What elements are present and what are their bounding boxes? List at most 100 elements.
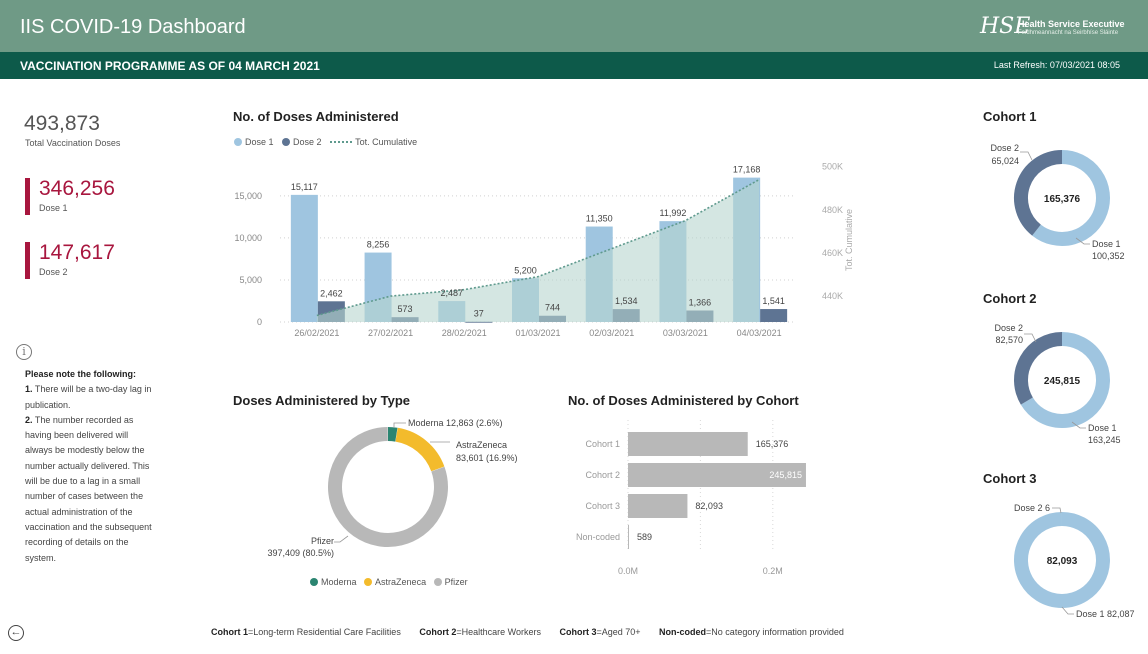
cohort2-dose1-leader <box>1071 421 1086 429</box>
dose1-data-label: 11,992 <box>659 208 686 218</box>
legend-dose2-label: Dose 2 <box>293 136 322 147</box>
legend-pfizer-label: Pfizer <box>444 576 468 587</box>
legend-moderna-swatch <box>310 577 318 586</box>
type-chart[interactable]: Moderna 12,863 (2.6%) AstraZeneca 83,601 (… <box>230 410 550 570</box>
y2-tick-label: 460K <box>822 248 843 258</box>
noncoded-def-value: =No category information provided <box>706 627 844 637</box>
cohort-chart-title: No. of Doses Administered by Cohort <box>568 393 799 408</box>
y2-tick-label: 480K <box>822 205 843 215</box>
legend-cumulative-swatch <box>330 140 353 143</box>
legend-astrazeneca-swatch <box>364 577 373 586</box>
cohort-bar <box>628 463 806 487</box>
top-bar: IIS COVID-19 Dashboard HSE Health Servic… <box>0 0 1148 52</box>
cohort-dose1-arc <box>1014 512 1110 608</box>
cohort-bar <box>628 494 688 518</box>
dose1-data-label: 17,168 <box>733 165 761 175</box>
programme-bar: VACCINATION PROGRAMME AS OF 04 MARCH 202… <box>0 52 1148 79</box>
dose1-data-label: 2,487 <box>441 288 464 298</box>
note-point-1: There will be a two-day lag in publicati… <box>25 384 152 410</box>
cohort2-title: Cohort 2 <box>983 291 1037 306</box>
dose2-data-label: 1,366 <box>689 298 712 308</box>
x-tick-label: 0.0M <box>618 566 638 576</box>
info-icon[interactable]: i <box>16 344 32 360</box>
dose2-total-label: Dose 2 <box>39 267 68 277</box>
moderna-leader <box>393 422 406 428</box>
cohort2-dose2-value: 82,570 <box>995 335 1023 345</box>
pfizer-slice <box>328 427 448 547</box>
dose2-data-label: 2,462 <box>320 288 343 298</box>
cohort-data-label: 82,093 <box>695 501 723 511</box>
dose2-accent <box>25 242 30 279</box>
cohort1-def-value: =Long-term Residential Care Facilities <box>248 627 401 637</box>
legend-cumulative-label: Tot. Cumulative <box>355 136 418 147</box>
doses-chart[interactable]: 0 5,000 10,000 15,000 440K 460K 480K 500K Tot. C… <box>220 150 870 345</box>
cohort2-dose1-value: 163,245 <box>1088 435 1121 445</box>
cohort3-def-key: Cohort 3 <box>559 627 597 637</box>
cohort-category-label: Cohort 2 <box>585 470 620 480</box>
doses-chart-legend: Dose 1 Dose 2 Tot. Cumulative <box>234 136 417 147</box>
dose2-data-label: 744 <box>545 303 560 313</box>
y2-tick-label: 440K <box>822 291 843 301</box>
cohort-data-label: 245,815 <box>769 470 802 480</box>
y2-tick-label: 500K <box>822 162 843 172</box>
type-chart-title: Doses Administered by Type <box>233 393 410 408</box>
pfizer-name: Pfizer <box>311 536 334 546</box>
last-refresh: Last Refresh: 07/03/2021 08:05 <box>993 60 1120 70</box>
dose2-total-value: 147,617 <box>39 241 115 264</box>
note-heading: Please note the following: <box>25 369 137 379</box>
dose2-bar <box>760 309 788 322</box>
cohort2-dose2-leader <box>1024 333 1037 343</box>
y-tick-label: 15,000 <box>234 191 262 201</box>
cohort2-def-value: =Healthcare Workers <box>456 627 541 637</box>
total-doses-label: Total Vaccination Doses <box>25 138 121 148</box>
pfizer-value: 397,409 (80.5%) <box>267 548 334 558</box>
cohort3-title: Cohort 3 <box>983 471 1037 486</box>
back-arrow-icon[interactable]: ← <box>8 625 24 641</box>
cohort1-def-key: Cohort 1 <box>211 627 248 637</box>
y-tick-label: 5,000 <box>239 275 262 285</box>
legend-dose1-label: Dose 1 <box>245 136 274 147</box>
legend-moderna-label: Moderna <box>321 576 357 587</box>
hse-logo-subtitle: Feidhmeannacht na Seirbhíse Sláinte <box>1018 30 1119 36</box>
x-tick-label: 26/02/2021 <box>294 328 339 338</box>
dose1-data-label: 5,200 <box>514 265 537 275</box>
moderna-slice <box>387 427 398 442</box>
cohort1-donut[interactable]: 165,376 Dose 2 65,024 Dose 1 100,352 <box>960 130 1148 290</box>
legend-dose1-swatch <box>234 137 242 146</box>
dose1-data-label: 11,350 <box>586 214 613 224</box>
note-number-1: 1. <box>25 384 33 395</box>
cohort3-dose1-label: Dose 1 82,087 <box>1076 609 1135 619</box>
doses-chart-title: No. of Doses Administered <box>233 109 399 124</box>
dose1-total-label: Dose 1 <box>39 203 68 213</box>
publication-note: Please note the following: 1. There will… <box>25 367 153 566</box>
dose2-data-label: 37 <box>474 309 484 319</box>
app-title: IIS COVID-19 Dashboard <box>20 16 246 38</box>
cohort3-donut[interactable]: 82,093 Dose 2 6 Dose 1 82,087 <box>960 490 1148 630</box>
cumulative-line <box>316 178 760 317</box>
legend-astrazeneca-label: AstraZeneca <box>375 576 427 587</box>
y-tick-label: 10,000 <box>234 233 262 243</box>
cohort-definitions: Cohort 1=Long-term Residential Care Faci… <box>211 627 844 637</box>
dose2-data-label: 573 <box>398 304 413 314</box>
dose2-bar <box>465 321 493 323</box>
noncoded-def-key: Non-coded <box>659 627 707 637</box>
dose1-data-label: 15,117 <box>291 182 318 192</box>
dose1-total-value: 346,256 <box>39 177 115 200</box>
x-tick-label: 03/03/2021 <box>663 328 708 338</box>
cohort3-dose2-leader <box>1052 507 1062 514</box>
cohort1-title: Cohort 1 <box>983 109 1037 124</box>
cohort1-dose1-label: Dose 1 <box>1092 239 1121 249</box>
x-tick-label: 02/03/2021 <box>589 328 634 338</box>
x-tick-label: 27/02/2021 <box>368 328 413 338</box>
cohort-dose1-arc <box>1020 332 1110 428</box>
astrazeneca-slice <box>395 427 445 472</box>
cohort2-donut[interactable]: 245,815 Dose 2 82,570 Dose 1 163,245 <box>960 310 1148 470</box>
cohort2-def-key: Cohort 2 <box>419 627 457 637</box>
cohort-chart[interactable]: Cohort 1 165,376 Cohort 2 245,815 Cohort 3 82… <box>560 420 810 580</box>
cohort1-dose2-value: 65,024 <box>991 156 1019 166</box>
cohort-data-label: 589 <box>637 532 652 542</box>
cohort-bar <box>628 525 629 549</box>
cohort-bar <box>628 432 748 456</box>
note-number-2: 2. <box>25 414 33 425</box>
x-tick-label: 01/03/2021 <box>515 328 560 338</box>
